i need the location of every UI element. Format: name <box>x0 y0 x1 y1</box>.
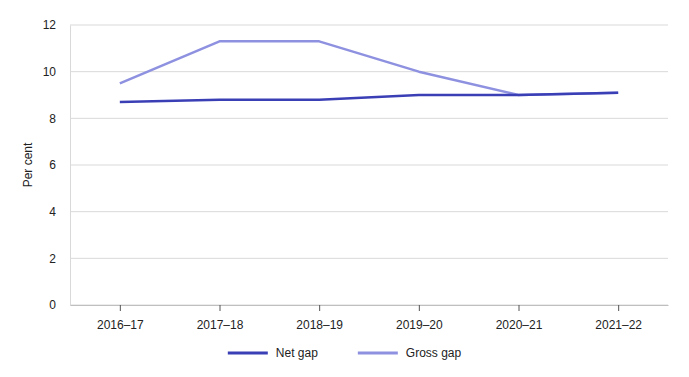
grid-line <box>70 165 668 166</box>
grid-line <box>70 258 668 259</box>
x-tick-mark <box>419 305 420 311</box>
legend-label: Net gap <box>276 346 318 360</box>
legend: Net gap Gross gap <box>228 346 462 360</box>
chart: 0 2 4 6 8 10 12 2016–17 2017–18 2018–19 2019–20 202… <box>0 0 689 377</box>
y-tick-label: 6 <box>49 158 56 172</box>
y-tick-label: 12 <box>43 18 57 32</box>
x-tick-mark <box>120 305 121 311</box>
lines <box>120 41 618 102</box>
y-tick: 2 <box>49 252 70 266</box>
x-tick: 2016–17 <box>97 305 144 332</box>
x-tick-label: 2021–22 <box>595 318 642 332</box>
y-tick: 8 <box>49 112 70 126</box>
legend-label: Gross gap <box>406 346 462 360</box>
grid-line <box>70 25 668 26</box>
y-tick: 4 <box>49 205 70 219</box>
grid <box>70 25 668 305</box>
legend-swatch <box>358 352 398 355</box>
x-tick-mark <box>220 305 221 311</box>
x-tick-label: 2020–21 <box>496 318 543 332</box>
x-tick-label: 2016–17 <box>97 318 144 332</box>
grid-line <box>70 305 668 306</box>
x-tick: 2021–22 <box>595 305 642 332</box>
x-tick: 2019–20 <box>396 305 443 332</box>
legend-item: Net gap <box>228 346 318 360</box>
x-axis: 2016–17 2017–18 2018–19 2019–20 2020–21 2021–… <box>71 305 669 332</box>
x-tick: 2018–19 <box>296 305 343 332</box>
x-tick-mark <box>319 305 320 311</box>
x-tick-mark <box>618 305 619 311</box>
x-tick-mark <box>519 305 520 311</box>
legend-item: Gross gap <box>358 346 462 360</box>
x-tick: 2020–21 <box>496 305 543 332</box>
y-tick-label: 8 <box>49 112 56 126</box>
x-tick-label: 2019–20 <box>396 318 443 332</box>
y-tick-label: 10 <box>43 65 57 79</box>
y-axis-line <box>70 26 71 306</box>
y-tick: 12 <box>43 18 70 32</box>
grid-line <box>70 71 668 72</box>
y-tick-label: 4 <box>49 205 56 219</box>
y-tick: 0 <box>49 298 70 312</box>
grid-line <box>70 211 668 212</box>
y-tick: 6 <box>49 158 70 172</box>
x-tick: 2017–18 <box>197 305 244 332</box>
y-tick: 10 <box>43 65 70 79</box>
legend-swatch <box>228 352 268 355</box>
x-tick-label: 2018–19 <box>296 318 343 332</box>
x-tick-label: 2017–18 <box>197 318 244 332</box>
grid-line <box>70 118 668 119</box>
x-axis-line <box>71 305 669 306</box>
series-line <box>120 41 618 95</box>
y-tick-label: 0 <box>49 298 56 312</box>
series-line <box>120 93 618 102</box>
y-axis: 0 2 4 6 8 10 12 <box>43 18 71 312</box>
y-tick-label: 2 <box>49 252 56 266</box>
y-axis-title: Per cent <box>21 142 35 187</box>
